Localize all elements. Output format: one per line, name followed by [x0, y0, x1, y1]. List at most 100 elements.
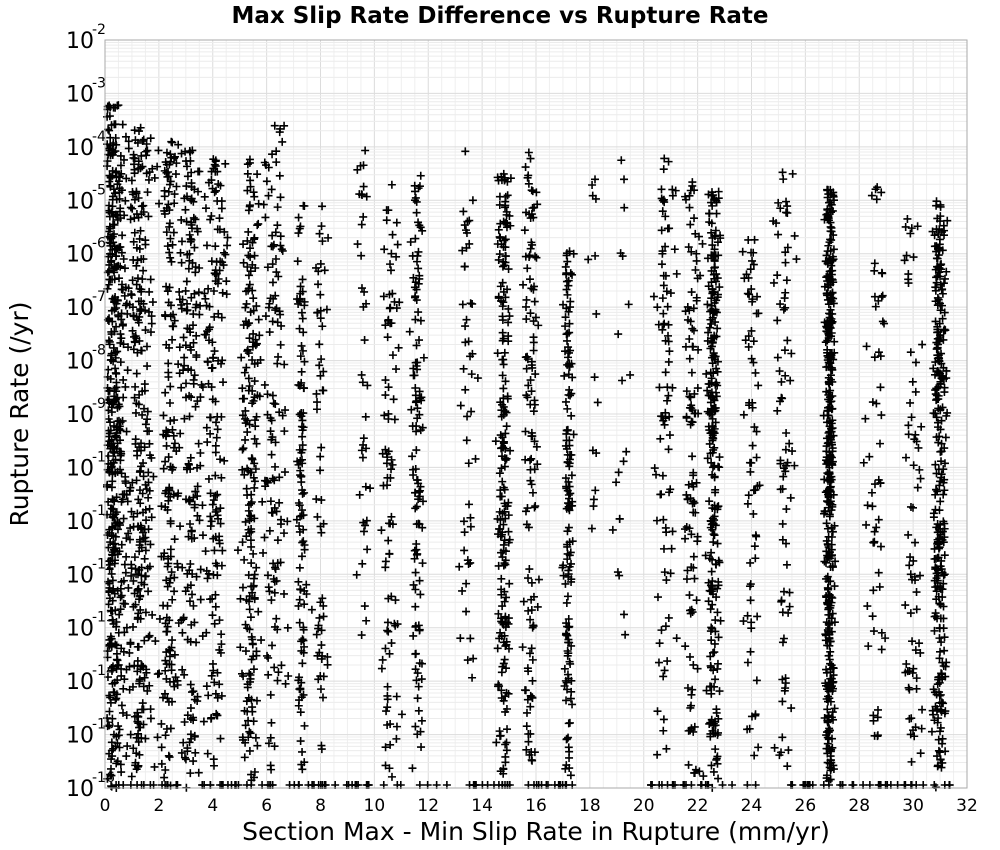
- data-point: [686, 220, 695, 229]
- data-point: [714, 633, 723, 642]
- data-point: [685, 652, 694, 661]
- data-point: [498, 452, 507, 461]
- data-point: [269, 399, 278, 408]
- data-point: [769, 278, 778, 287]
- data-point: [177, 300, 186, 309]
- data-point: [191, 263, 200, 272]
- data-point: [187, 235, 196, 244]
- data-point: [273, 536, 282, 545]
- data-point: [144, 587, 153, 596]
- data-point: [208, 611, 217, 620]
- data-point: [661, 212, 670, 221]
- data-point: [163, 287, 172, 296]
- data-point: [527, 606, 536, 615]
- data-point: [186, 453, 195, 462]
- data-point: [783, 762, 792, 771]
- data-point: [524, 574, 533, 583]
- data-point: [713, 324, 722, 333]
- data-point: [361, 146, 370, 155]
- data-point: [505, 535, 514, 544]
- data-point: [686, 703, 695, 712]
- data-point: [411, 504, 420, 513]
- data-point: [872, 195, 881, 204]
- data-point: [561, 474, 570, 483]
- data-point: [107, 755, 116, 764]
- data-point: [706, 449, 715, 458]
- data-point: [184, 460, 193, 469]
- data-point: [411, 568, 420, 577]
- data-point: [528, 693, 537, 702]
- data-point: [358, 378, 367, 387]
- data-point: [907, 757, 916, 766]
- data-point: [588, 180, 597, 189]
- data-point: [501, 201, 510, 210]
- data-point: [468, 196, 477, 205]
- data-point: [662, 576, 671, 585]
- data-point: [315, 229, 324, 238]
- data-point: [659, 715, 668, 724]
- data-point: [129, 576, 138, 585]
- data-point: [411, 665, 420, 674]
- data-point: [413, 476, 422, 485]
- data-point: [300, 586, 309, 595]
- data-point: [824, 651, 833, 660]
- data-point: [525, 210, 534, 219]
- data-point: [223, 241, 232, 250]
- data-point: [753, 292, 762, 301]
- data-point: [181, 341, 190, 350]
- data-point: [263, 651, 272, 660]
- data-point: [591, 175, 600, 184]
- data-point: [242, 299, 251, 308]
- data-point: [712, 705, 721, 714]
- y-tick-exponent: -7: [92, 289, 106, 305]
- data-point: [397, 710, 406, 719]
- data-point: [169, 677, 178, 686]
- data-point: [317, 745, 326, 754]
- data-point: [281, 679, 290, 688]
- data-point: [667, 544, 676, 553]
- data-point: [248, 260, 257, 269]
- data-point: [531, 370, 540, 379]
- data-point: [245, 516, 254, 525]
- data-point: [130, 553, 139, 562]
- data-point: [414, 264, 423, 273]
- data-point: [190, 695, 199, 704]
- data-point: [654, 320, 663, 329]
- data-point: [245, 158, 254, 167]
- data-point: [521, 507, 530, 516]
- data-point: [743, 611, 752, 620]
- data-point: [250, 514, 259, 523]
- data-point: [708, 241, 717, 250]
- data-point: [456, 401, 465, 410]
- data-point: [619, 610, 628, 619]
- data-point: [503, 392, 512, 401]
- data-point: [473, 374, 482, 383]
- data-point: [117, 577, 126, 586]
- data-point: [245, 727, 254, 736]
- data-point: [463, 412, 472, 421]
- data-point: [116, 418, 125, 427]
- y-tick-base: 10: [66, 670, 94, 695]
- data-point: [526, 456, 535, 465]
- data-point: [407, 405, 416, 414]
- data-point: [107, 663, 116, 672]
- data-point: [196, 449, 205, 458]
- data-point: [211, 242, 220, 251]
- data-point: [106, 241, 115, 250]
- data-point: [622, 447, 631, 456]
- data-point: [383, 333, 392, 342]
- data-point: [313, 398, 322, 407]
- data-point: [498, 302, 507, 311]
- data-point: [121, 599, 130, 608]
- data-point: [141, 608, 150, 617]
- data-point: [300, 642, 309, 651]
- data-point: [319, 367, 328, 376]
- data-point: [250, 434, 259, 443]
- data-point: [203, 749, 212, 758]
- data-point: [119, 684, 128, 693]
- data-point: [217, 561, 226, 570]
- data-point: [391, 596, 400, 605]
- data-point: [505, 312, 514, 321]
- data-point: [417, 716, 426, 725]
- data-point: [136, 614, 145, 623]
